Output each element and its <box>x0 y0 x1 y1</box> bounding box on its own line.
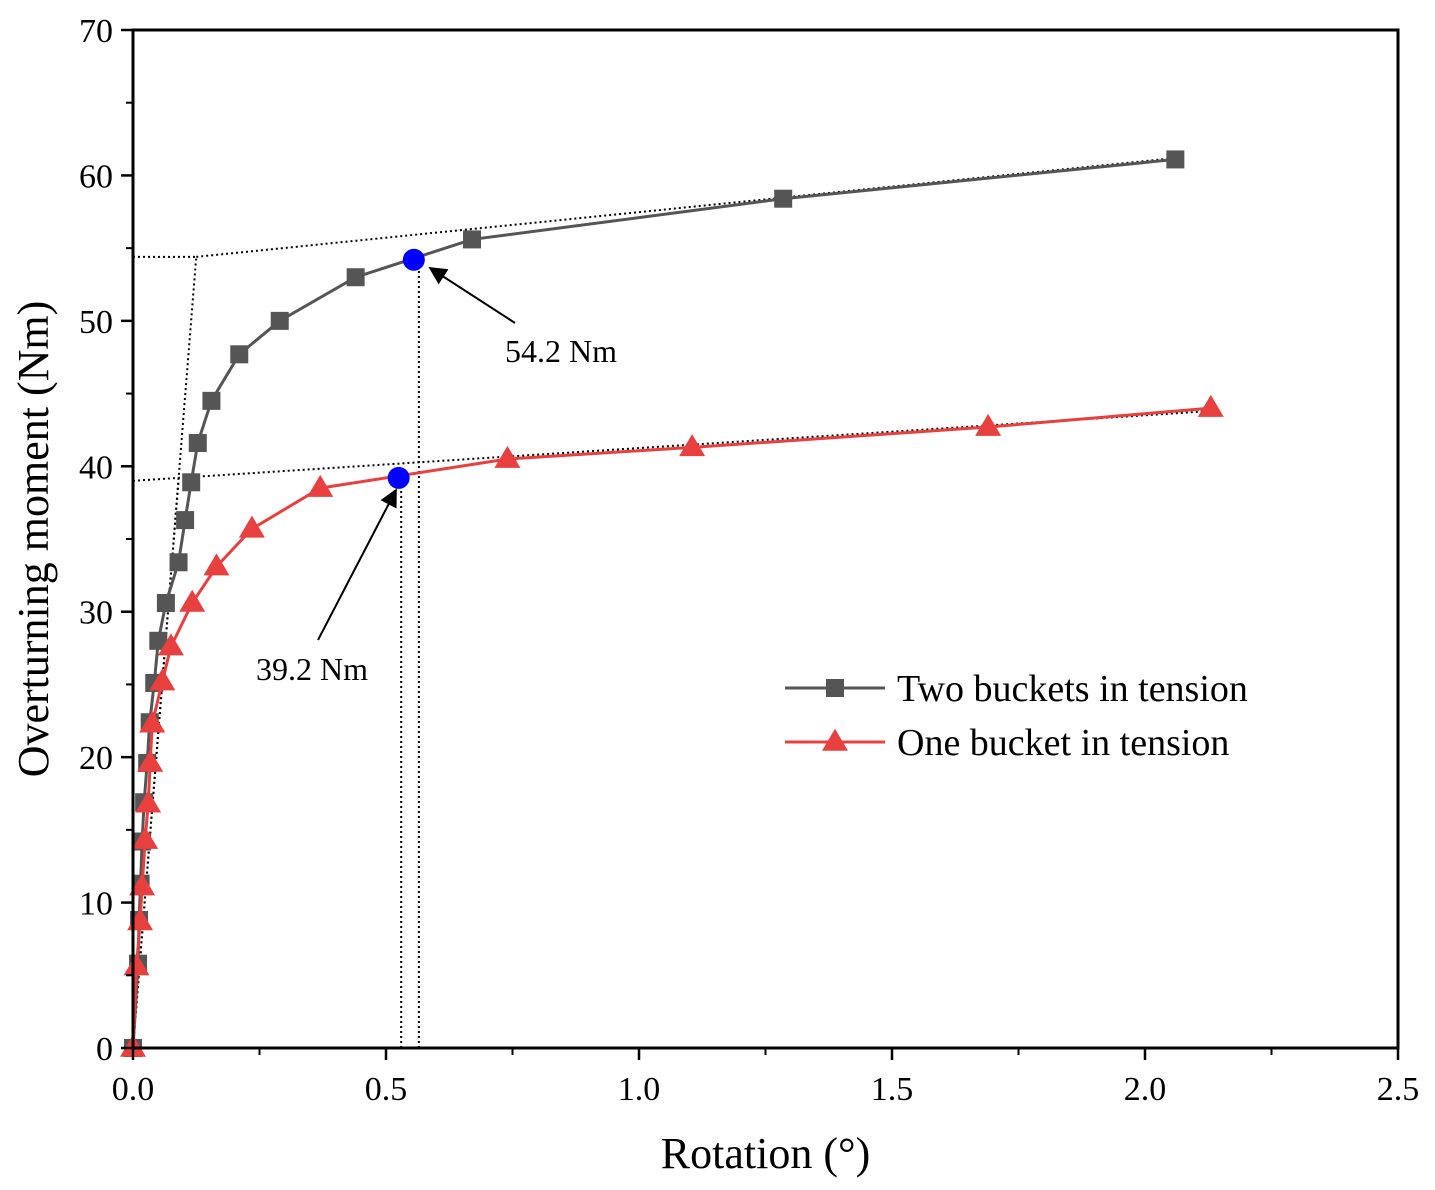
annotations: 54.2 Nm 39.2 Nm <box>256 267 617 687</box>
construction-lines <box>132 156 1211 1049</box>
one-bucket-point <box>123 953 150 976</box>
y-axis-title: Overturning moment (Nm) <box>9 301 58 778</box>
one-bucket-point <box>137 749 164 772</box>
two-buckets-point <box>182 473 201 492</box>
x-axis-title: Rotation (°) <box>661 1129 870 1178</box>
two-buckets-point <box>270 311 289 330</box>
y-tick-label: 50 <box>79 304 113 341</box>
one-bucket-point <box>203 553 230 576</box>
one-bucket-point <box>139 710 166 733</box>
data-series <box>120 150 1224 1057</box>
one-bucket-legend-label: One bucket in tension <box>897 722 1229 764</box>
x-tick-label: 0.5 <box>365 1071 408 1108</box>
plot-frame <box>131 28 1400 1050</box>
one-bucket-point <box>149 668 176 691</box>
y-tick-label: 60 <box>79 158 113 195</box>
two-buckets-point <box>202 391 221 410</box>
x-tick-label: 1.0 <box>618 1071 661 1108</box>
one-bucket-point <box>132 826 159 849</box>
legend: Two buckets in tension One bucket in tens… <box>785 668 1248 764</box>
yield-arrow <box>428 267 516 324</box>
one-bucket-point <box>1197 394 1224 417</box>
one-bucket-point <box>494 445 521 468</box>
two-buckets-legend-marker <box>826 679 844 697</box>
two-buckets-point <box>176 511 195 530</box>
two-buckets-point <box>230 345 249 364</box>
two-buckets-point <box>169 553 188 572</box>
y-tick-label: 40 <box>79 449 113 486</box>
x-tick-label: 1.5 <box>871 1071 914 1108</box>
x-tick-label: 2.5 <box>1377 1071 1420 1108</box>
yield-point <box>387 466 410 489</box>
yield-label: 39.2 Nm <box>256 651 368 687</box>
one-bucket-point <box>129 873 156 896</box>
y-tick-label: 20 <box>79 740 113 777</box>
two-buckets-point <box>1166 150 1185 169</box>
two-buckets-point <box>463 230 482 249</box>
y-tick-label: 70 <box>79 13 113 50</box>
one-bucket-point <box>307 474 334 497</box>
two-buckets-point <box>156 593 175 612</box>
two-buckets-legend-label: Two buckets in tension <box>897 668 1248 710</box>
one-bucket-point <box>135 790 162 813</box>
y-tick-label: 30 <box>79 595 113 632</box>
yield-arrow <box>317 488 397 641</box>
two-buckets-point <box>774 189 793 208</box>
y-tick-label: 0 <box>96 1031 113 1068</box>
x-tick-label: 2.0 <box>1124 1071 1167 1108</box>
yield-point <box>402 248 425 271</box>
one-bucket-point <box>157 633 184 656</box>
two-buckets-point <box>188 434 207 453</box>
yield-label: 54.2 Nm <box>505 333 617 369</box>
one-bucket-legend-marker <box>822 728 848 751</box>
two-buckets-point <box>346 268 365 287</box>
two-buckets-series-line <box>131 157 1176 1049</box>
axes: 0.0 0.5 1.0 1.5 2.0 2.5 0 10 20 30 40 50 60 70 Rotatio… <box>9 13 1419 1178</box>
one-bucket-point <box>679 434 706 457</box>
x-tick-label: 0.0 <box>112 1071 155 1108</box>
yield-points <box>387 248 425 489</box>
two-buckets-point <box>149 631 168 650</box>
one-bucket-point <box>975 413 1002 436</box>
one-bucket-point <box>238 515 265 538</box>
one-bucket-point <box>179 589 206 612</box>
y-tick-label: 10 <box>79 886 113 923</box>
